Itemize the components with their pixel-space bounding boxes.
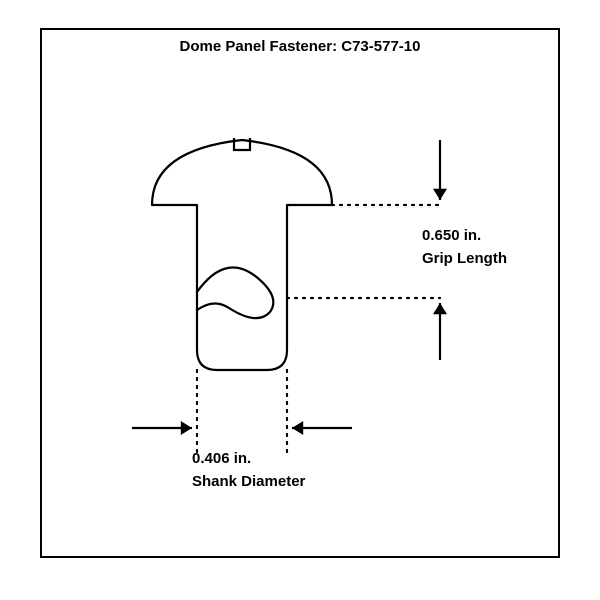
- grip-length-text: Grip Length: [422, 248, 507, 271]
- grip-length-label: 0.650 in. Grip Length: [422, 225, 507, 270]
- shank-diameter-text: Shank Diameter: [192, 471, 305, 494]
- drawing-frame: Dome Panel Fastener: C73-577-10 0.650 in…: [40, 28, 560, 558]
- shank-diameter-label: 0.406 in. Shank Diameter: [192, 448, 305, 493]
- shank-diameter-value: 0.406 in.: [192, 448, 305, 471]
- grip-length-value: 0.650 in.: [422, 225, 507, 248]
